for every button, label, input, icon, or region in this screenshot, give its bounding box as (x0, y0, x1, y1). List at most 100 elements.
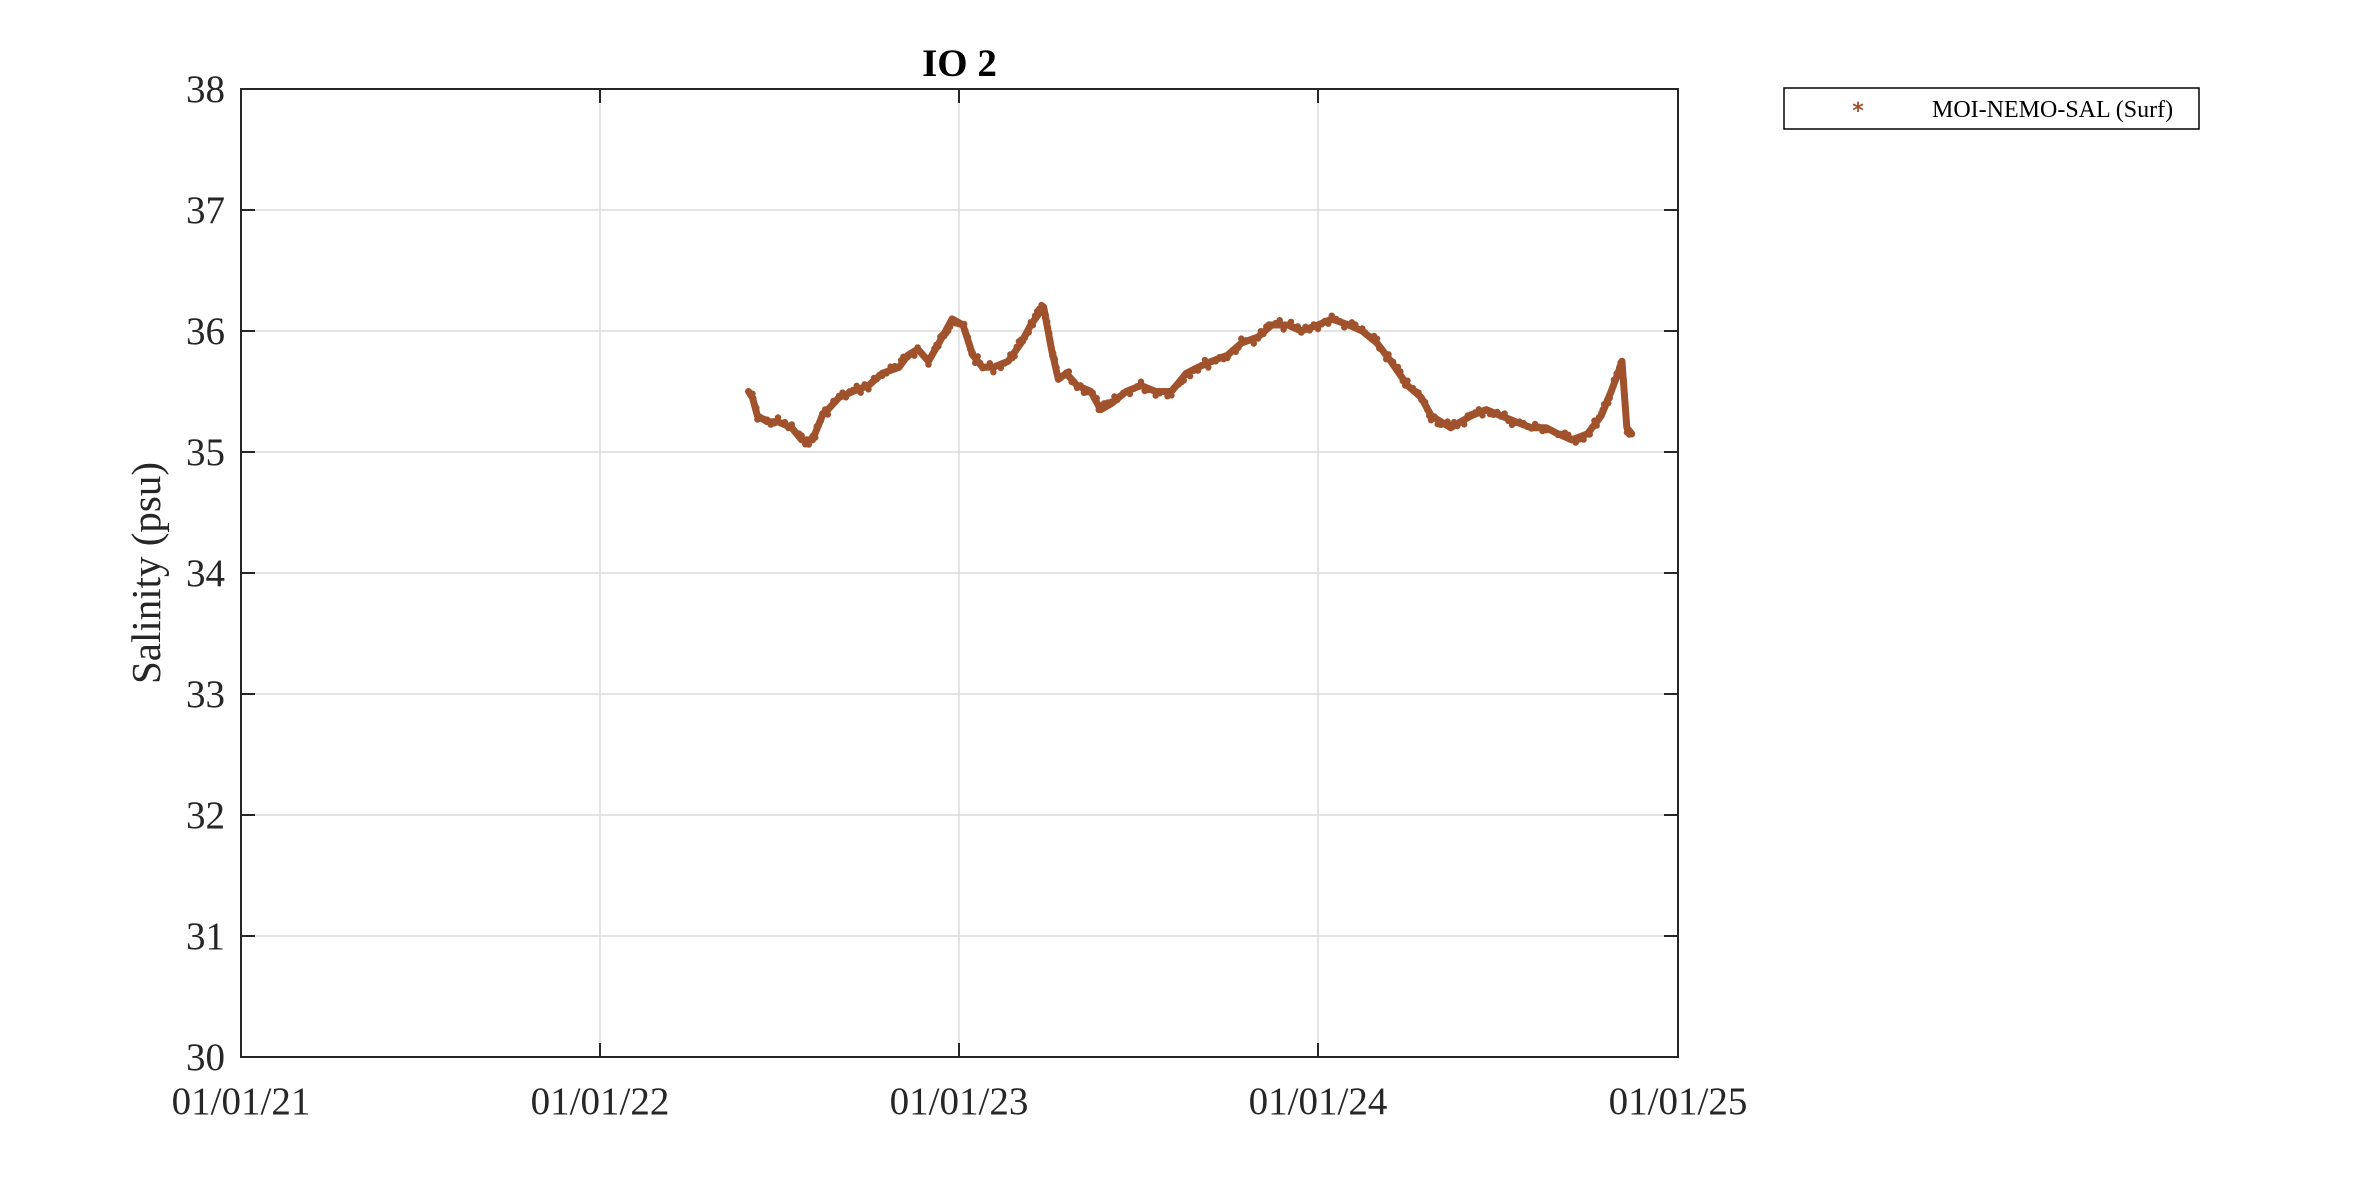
data-point (911, 352, 918, 359)
x-tick-label: 01/01/25 (1609, 1080, 1748, 1123)
data-point (1475, 406, 1483, 413)
data-point (977, 359, 984, 367)
data-point (865, 386, 872, 393)
data-point (1422, 398, 1429, 406)
data-point (849, 386, 856, 394)
data-point (1404, 377, 1411, 384)
y-tick-label: 30 (186, 1036, 225, 1079)
data-point (929, 350, 936, 357)
data-point (1314, 325, 1322, 333)
data-point (1623, 416, 1630, 423)
series-moi-nemo-sal-surf- (745, 301, 1636, 448)
y-tick-label: 35 (186, 431, 225, 474)
data-point (1424, 406, 1431, 413)
data-point (1586, 431, 1594, 438)
chart-title: IO 2 (922, 42, 997, 85)
data-point (753, 404, 760, 412)
data-point (842, 394, 850, 401)
tick-labels: 01/01/21 01/01/22 01/01/23 01/01/24 01/01/25… (172, 68, 1748, 1123)
legend: * MOI-NEMO-SAL (Surf) (1783, 87, 2200, 130)
data-point (1612, 377, 1619, 384)
data-point (1235, 344, 1242, 351)
data-point (1168, 392, 1175, 399)
data-point (1046, 330, 1053, 337)
data-point (805, 441, 812, 448)
data-point (1126, 390, 1134, 398)
data-point (853, 382, 860, 389)
data-point (868, 379, 875, 386)
data-point (1044, 318, 1051, 325)
data-point (1494, 408, 1501, 416)
x-tick-label: 01/01/24 (1249, 1080, 1388, 1123)
data-point (1029, 322, 1037, 329)
data-point (1385, 351, 1392, 358)
data-point (1093, 395, 1100, 402)
data-point (1201, 356, 1209, 364)
y-axis-label: Salinity (psu) (123, 462, 169, 684)
data-point (1198, 362, 1205, 369)
data-point (1622, 404, 1629, 412)
data-point (1280, 326, 1287, 333)
data-point (1528, 425, 1535, 432)
data-point (1593, 422, 1600, 429)
data-point (749, 390, 756, 397)
data-point (964, 334, 972, 341)
data-point (974, 353, 981, 360)
data-point (1373, 335, 1381, 342)
data-point (839, 389, 846, 396)
data-point (1399, 377, 1406, 384)
data-point (1461, 421, 1468, 428)
data-point (1051, 356, 1059, 363)
y-tick-label: 38 (186, 68, 225, 111)
data-point (1108, 398, 1115, 405)
data-point (827, 402, 834, 410)
data-point (1053, 364, 1060, 371)
data-point (1390, 358, 1397, 366)
data-point (1205, 364, 1212, 371)
data-point (1431, 413, 1438, 420)
data-point (1580, 436, 1587, 443)
data-point (986, 360, 993, 367)
data-point (821, 406, 829, 413)
data-point (1609, 385, 1616, 392)
data-point (1621, 392, 1629, 399)
data-point (1623, 422, 1630, 429)
data-point (1250, 340, 1258, 347)
data-point (1606, 394, 1613, 402)
data-point (788, 421, 795, 428)
data-point (1254, 335, 1262, 342)
data-point (798, 432, 805, 439)
legend-marker-icon: * (1852, 99, 1864, 124)
data-point (1479, 412, 1486, 419)
data-point (1137, 378, 1145, 385)
data-point (1042, 311, 1049, 318)
data-point (1619, 363, 1626, 370)
data-point (1306, 327, 1313, 334)
data-point (1148, 386, 1156, 394)
data-point (1065, 368, 1073, 375)
data-point (1260, 330, 1267, 338)
data-point (1294, 323, 1302, 330)
data-point (969, 349, 976, 357)
y-tick-label: 32 (186, 794, 225, 837)
data-point (922, 354, 929, 361)
data-point (1310, 321, 1318, 328)
data-point (1160, 387, 1167, 395)
data-point (1501, 410, 1508, 417)
data-point (817, 417, 825, 425)
data-point (1048, 343, 1055, 351)
data-point (1134, 383, 1141, 390)
data-point (1298, 329, 1305, 336)
data-point (883, 370, 890, 377)
data-point (1212, 358, 1219, 365)
data-point (1180, 377, 1188, 384)
data-point (1401, 382, 1409, 389)
data-point (935, 343, 942, 350)
data-point (961, 320, 968, 328)
data-point (1071, 378, 1078, 386)
legend-box (1783, 87, 2200, 130)
data-point (1535, 423, 1543, 430)
data-point (1336, 317, 1344, 325)
data-point (1325, 320, 1332, 327)
